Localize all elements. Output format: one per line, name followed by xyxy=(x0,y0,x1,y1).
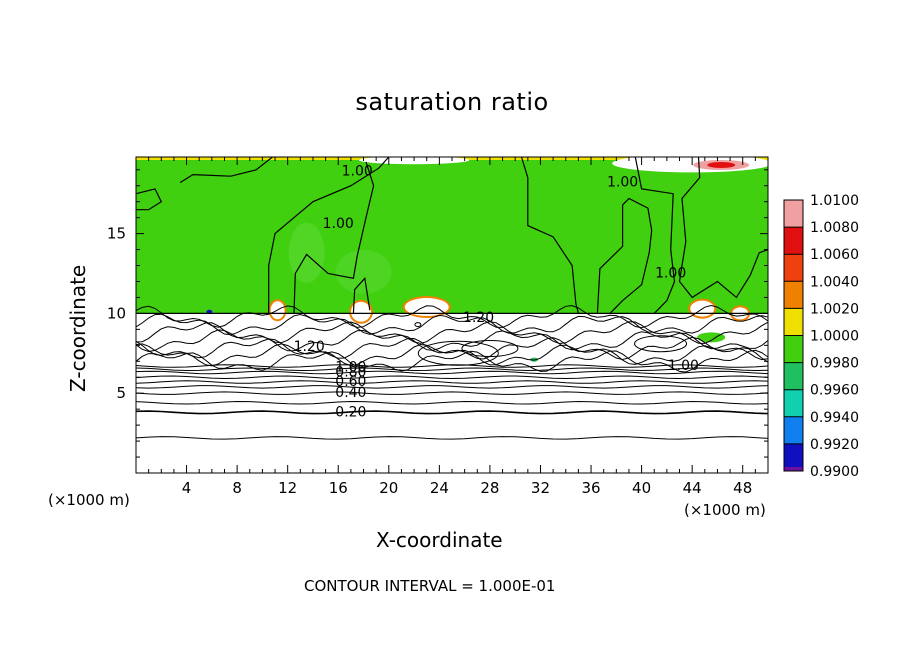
contour-line xyxy=(135,367,769,372)
contour-line xyxy=(135,188,163,211)
x-tick-label: 8 xyxy=(232,479,242,497)
contour-line xyxy=(135,349,769,373)
x-tick-label: 44 xyxy=(683,479,702,497)
contour-label: 1.00 xyxy=(342,163,373,179)
chart-title: saturation ratio xyxy=(355,88,549,116)
colorbar-label: 0.9900 xyxy=(810,464,859,480)
x-unit-left: (×1000 m) xyxy=(48,491,130,509)
contour-line xyxy=(678,156,769,299)
lower-green-patch xyxy=(697,332,726,343)
colorbar-label: 1.0020 xyxy=(810,301,859,317)
contour-line xyxy=(135,391,769,395)
colorbar-label: 1.0100 xyxy=(810,193,859,209)
colorbar: 1.0100 1.0080 1.0060 1.0040 1.0020 1.0000 0.99… xyxy=(783,193,859,480)
contour-label: 0.60 xyxy=(335,374,366,390)
colorbar-swatch xyxy=(784,281,803,309)
colorbar-swatch xyxy=(784,467,803,471)
contour-label: 0.40 xyxy=(335,385,366,401)
x-tick-label: 20 xyxy=(379,479,398,497)
y-tick-label: 15 xyxy=(107,225,126,243)
colorbar-swatch xyxy=(784,308,803,336)
x-axis-label: X-coordinate xyxy=(376,528,503,552)
contour-line xyxy=(135,321,769,345)
contour-labels-layer: 0.200.400.600.801.001.201.201.001.001.00… xyxy=(294,163,699,420)
colorbar-swatch xyxy=(784,335,803,363)
x-tick-label: 4 xyxy=(182,479,192,497)
contour-label: 1.20 xyxy=(294,339,325,355)
x-tick-label: 12 xyxy=(278,479,297,497)
y-tick-label: 5 xyxy=(116,384,126,402)
colorbar-label: 1.0060 xyxy=(810,247,859,263)
contour-line xyxy=(135,385,769,389)
x-tick-label: 16 xyxy=(329,479,348,497)
contour-label: 1.00 xyxy=(323,216,354,232)
contour-interval-note: CONTOUR INTERVAL = 1.000E-01 xyxy=(304,577,556,595)
contour-line xyxy=(596,197,653,314)
contour-line xyxy=(135,313,769,336)
contour-label: 0.80 xyxy=(335,364,366,380)
contour-line xyxy=(634,156,676,314)
contour-label: 1.20 xyxy=(463,310,494,326)
contour-line xyxy=(135,304,769,329)
contour-line xyxy=(135,329,769,353)
colorbar-swatch xyxy=(784,362,803,390)
white-patch xyxy=(350,301,371,322)
colorbar-swatch xyxy=(784,416,803,444)
contour-line xyxy=(135,436,769,440)
x-unit-right: (×1000 m) xyxy=(684,501,766,519)
contour-label: 1.00 xyxy=(607,175,638,191)
colorbar-swatch xyxy=(784,443,803,471)
region-patch xyxy=(335,249,392,294)
contour-loop xyxy=(417,340,499,366)
colorbar-swatch xyxy=(784,389,803,417)
x-ticks-layer: 4 8 12 16 20 24 28 32 36 40 44 48 xyxy=(148,157,756,497)
contour-line xyxy=(352,276,371,314)
contour-line xyxy=(135,336,769,361)
x-tick-label: 32 xyxy=(531,479,550,497)
contour-loop xyxy=(634,335,688,353)
x-tick-label: 40 xyxy=(632,479,651,497)
contour-line xyxy=(135,410,769,415)
contour-loop xyxy=(414,322,422,328)
x-tick-label: 36 xyxy=(581,479,600,497)
x-tick-label: 28 xyxy=(480,479,499,497)
y-ticks-layer: 5 10 15 xyxy=(107,169,768,458)
contour-loop xyxy=(461,340,519,358)
colorbar-label: 0.9960 xyxy=(810,383,859,399)
colorbar-swatch xyxy=(784,227,803,255)
contour-lines xyxy=(135,156,769,440)
colorbar-label: 1.0040 xyxy=(810,274,859,290)
colorbar-label: 0.9920 xyxy=(810,437,859,453)
contour-line xyxy=(135,343,769,367)
contour-line xyxy=(179,156,273,184)
contour-line xyxy=(520,156,579,314)
colorbar-swatch xyxy=(784,254,803,282)
contour-label: 0.20 xyxy=(335,404,366,420)
colorbar-label: 0.9940 xyxy=(810,410,859,426)
contour-line xyxy=(135,380,769,384)
contour-label: 1.00 xyxy=(668,358,699,374)
top-red-patch xyxy=(707,161,736,168)
contour-line xyxy=(293,161,375,314)
contour-label: 1.00 xyxy=(655,266,686,282)
colorbar-swatch xyxy=(784,200,803,228)
colorbar-label: 0.9980 xyxy=(810,356,859,372)
region-upper xyxy=(136,157,768,314)
colorbar-label: 1.0080 xyxy=(810,220,859,236)
contour-line xyxy=(135,375,769,380)
y-tick-label: 10 xyxy=(107,304,126,322)
region-patch xyxy=(288,222,325,283)
contour-line xyxy=(135,370,769,375)
contour-line xyxy=(268,156,390,314)
plot-fill-layer xyxy=(136,154,773,362)
x-tick-label: 24 xyxy=(430,479,449,497)
contour-line xyxy=(135,400,769,405)
colorbar-label: 1.0000 xyxy=(810,329,859,345)
contour-label: 1.00 xyxy=(335,360,366,376)
x-tick-label: 48 xyxy=(733,479,752,497)
